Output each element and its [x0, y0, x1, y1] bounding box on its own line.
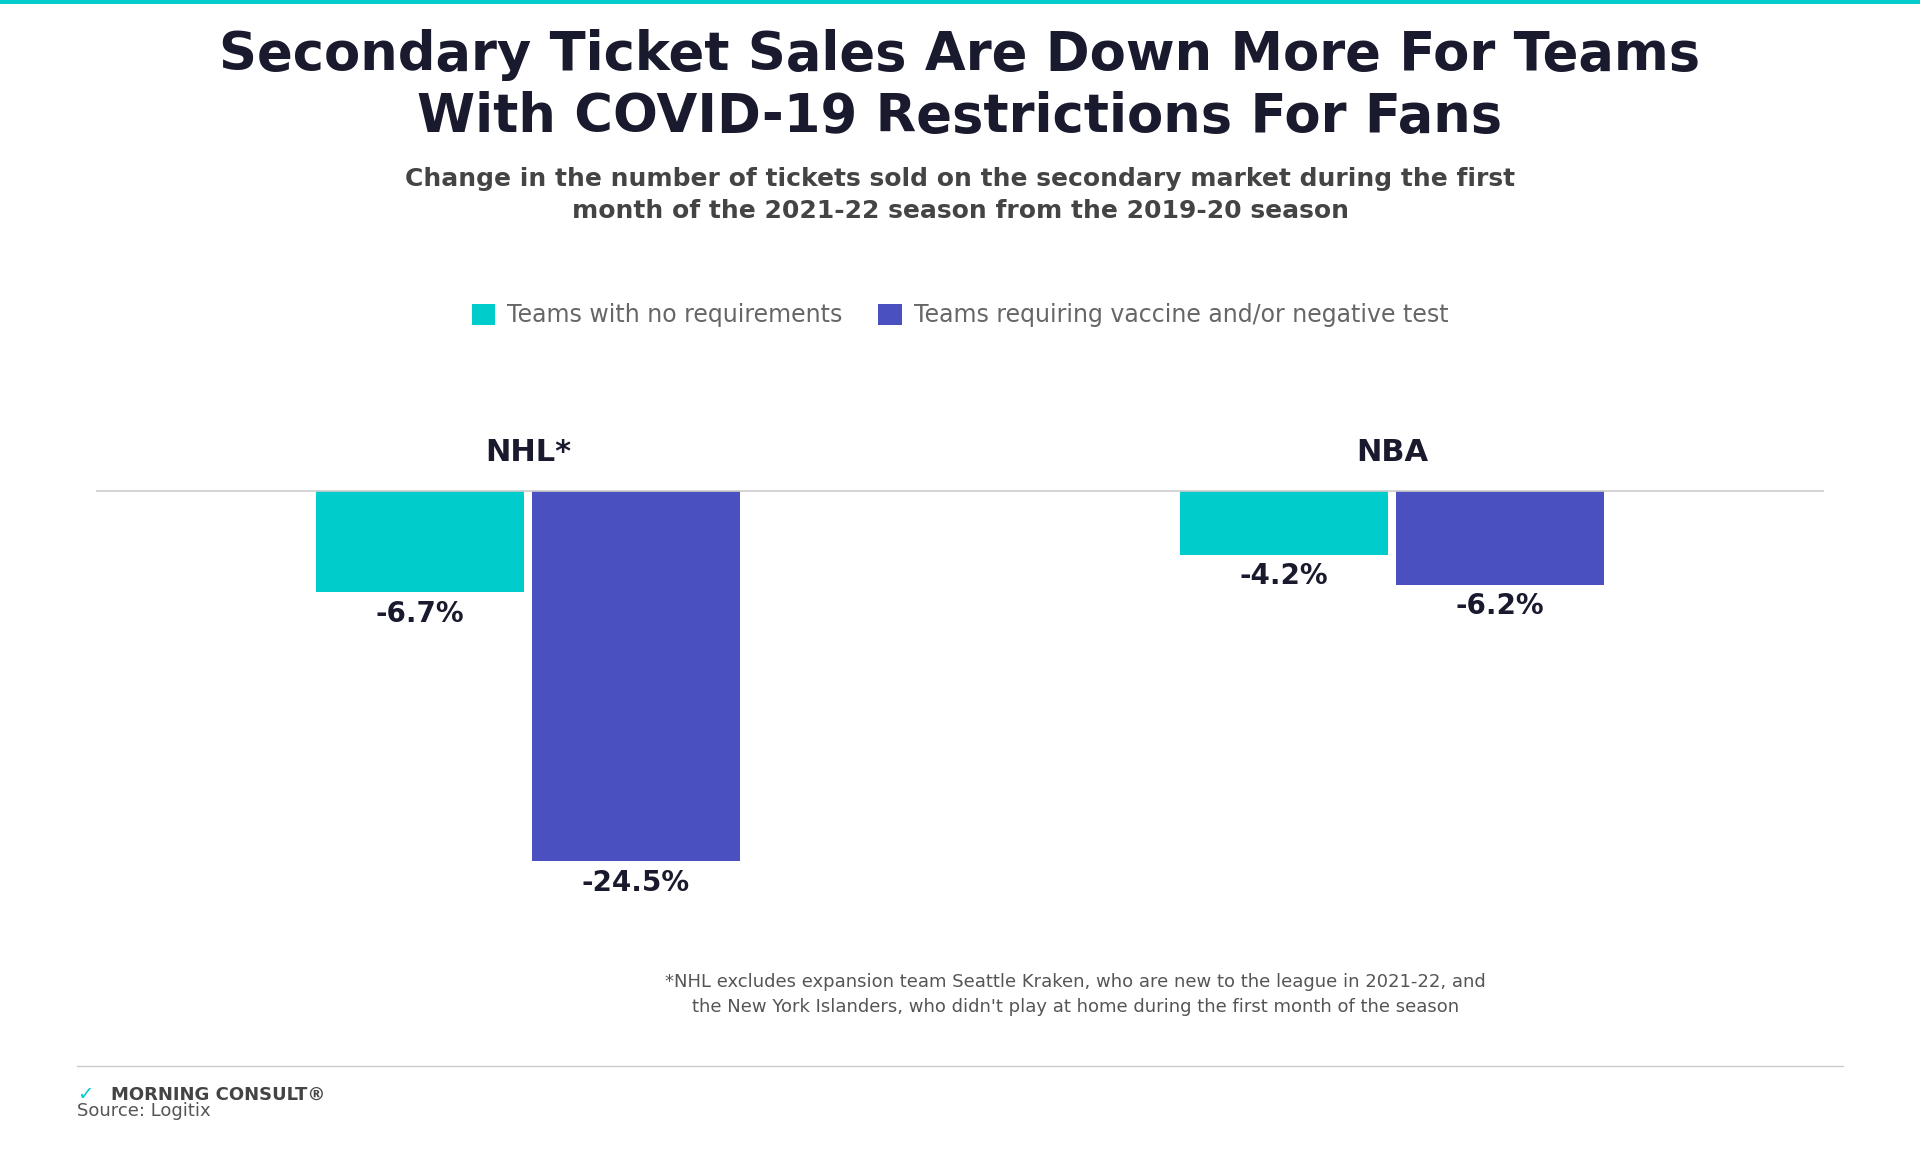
Text: NBA: NBA [1356, 438, 1428, 467]
Text: -4.2%: -4.2% [1240, 562, 1329, 590]
Text: Source: Logitix: Source: Logitix [77, 1101, 211, 1120]
Bar [1396, 491, 1603, 585]
Text: -6.2%: -6.2% [1455, 592, 1544, 620]
Text: -24.5%: -24.5% [582, 869, 689, 897]
Legend: Teams with no requirements, Teams requiring vaccine and/or negative test: Teams with no requirements, Teams requir… [463, 294, 1457, 336]
Text: ✓: ✓ [77, 1085, 94, 1104]
Text: NHL*: NHL* [486, 438, 570, 467]
Text: Change in the number of tickets sold on the secondary market during the first
mo: Change in the number of tickets sold on … [405, 167, 1515, 222]
Text: *NHL excludes expansion team Seattle Kraken, who are new to the league in 2021-2: *NHL excludes expansion team Seattle Kra… [664, 973, 1486, 1016]
Bar [1181, 491, 1388, 554]
Text: -6.7%: -6.7% [376, 600, 465, 628]
Text: Secondary Ticket Sales Are Down More For Teams
With COVID-19 Restrictions For Fa: Secondary Ticket Sales Are Down More For… [219, 29, 1701, 143]
Bar [532, 491, 739, 862]
Text: MORNING CONSULT®: MORNING CONSULT® [111, 1085, 326, 1104]
Bar [317, 491, 524, 592]
